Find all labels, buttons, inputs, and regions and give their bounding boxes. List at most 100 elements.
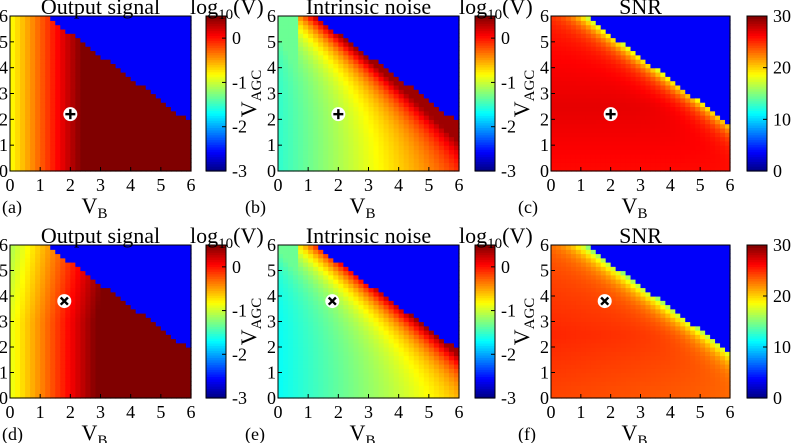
heatmap-cell xyxy=(590,119,597,125)
heatmap-cell xyxy=(313,158,319,163)
heatmap-cell xyxy=(100,291,107,297)
heatmap-cell xyxy=(690,149,696,155)
heatmap-cell xyxy=(323,132,329,138)
heatmap-cell xyxy=(165,24,172,30)
heatmap-cell xyxy=(640,132,647,138)
heatmap-cell xyxy=(615,106,622,112)
heatmap-cell xyxy=(308,97,314,103)
heatmap-cell xyxy=(423,136,430,142)
heatmap-cell xyxy=(110,136,117,142)
heatmap-cell xyxy=(150,41,157,47)
heatmap-cell xyxy=(20,149,26,155)
heatmap-cell xyxy=(25,262,31,267)
heatmap-cell xyxy=(595,71,602,77)
heatmap-cell xyxy=(418,71,425,77)
heatmap-cell xyxy=(298,41,304,47)
heatmap-cell xyxy=(555,24,562,30)
x-tick-label: 2 xyxy=(66,175,75,195)
heatmap-cell xyxy=(705,149,711,155)
heatmap-cell xyxy=(60,338,66,344)
heatmap-cell xyxy=(145,76,152,82)
heatmap-cell xyxy=(288,119,294,125)
heatmap-cell xyxy=(278,110,284,116)
heatmap-cell xyxy=(665,140,671,146)
heatmap-cell xyxy=(580,37,587,43)
heatmap-cell xyxy=(40,321,46,327)
heatmap-cell xyxy=(725,54,731,60)
heatmap-cell xyxy=(725,41,731,47)
heatmap-cell xyxy=(670,140,676,146)
heatmap-cell xyxy=(278,127,284,133)
heatmap-cell xyxy=(105,41,112,47)
heatmap-cell xyxy=(358,50,365,56)
heatmap-cell xyxy=(125,115,132,120)
heatmap-cell xyxy=(645,89,652,95)
heatmap-cell xyxy=(65,24,71,30)
heatmap-cell xyxy=(35,393,41,399)
heatmap-cell xyxy=(358,136,365,142)
heatmap-cell xyxy=(685,89,691,95)
heatmap-cell xyxy=(398,28,405,34)
heatmap-cell xyxy=(60,393,66,399)
colorbar-step xyxy=(475,62,495,66)
heatmap-cell xyxy=(25,84,31,90)
heatmap-cell xyxy=(185,115,192,120)
heatmap-cell xyxy=(363,59,370,64)
heatmap-cell xyxy=(700,136,706,142)
heatmap-cell xyxy=(25,308,31,314)
heatmap-cell xyxy=(70,313,76,318)
heatmap-cell xyxy=(595,149,602,155)
heatmap-cell xyxy=(408,110,415,116)
heatmap-cell xyxy=(10,16,16,21)
heatmap-cell xyxy=(373,63,380,69)
colorbar-step xyxy=(206,25,226,29)
heatmap-cell xyxy=(170,123,177,129)
heatmap-cell xyxy=(605,89,612,95)
heatmap-cell xyxy=(293,140,299,146)
heatmap-cell xyxy=(635,67,642,73)
heatmap-cell xyxy=(685,153,691,159)
heatmap-cell xyxy=(318,28,324,34)
heatmap-cell xyxy=(378,24,385,30)
colorbar-step xyxy=(206,86,226,90)
heatmap-cell xyxy=(555,37,562,43)
heatmap-cell xyxy=(368,153,375,159)
colorbar-step xyxy=(747,16,767,20)
heatmap-cell xyxy=(45,119,51,125)
heatmap-cell xyxy=(705,24,711,30)
heatmap-cell xyxy=(120,149,127,155)
heatmap-cell xyxy=(40,115,46,120)
heatmap-cell xyxy=(35,20,41,26)
heatmap-cell xyxy=(600,67,607,73)
heatmap-cell xyxy=(145,102,152,108)
heatmap-cell xyxy=(670,119,676,125)
heatmap-cell xyxy=(50,300,56,306)
heatmap-cell xyxy=(15,16,21,21)
heatmap-cell xyxy=(323,80,329,86)
heatmap-cell xyxy=(358,37,365,43)
heatmap-cell xyxy=(65,334,71,340)
heatmap-cell xyxy=(20,110,26,116)
colorbar-step xyxy=(475,64,495,68)
heatmap-cell xyxy=(25,162,31,168)
heatmap-cell xyxy=(348,37,355,43)
heatmap-cell xyxy=(100,149,107,155)
heatmap-cell xyxy=(80,20,87,26)
colorbar-step xyxy=(747,98,767,102)
heatmap-cell xyxy=(160,28,167,34)
heatmap-cell xyxy=(70,20,76,26)
heatmap-cell xyxy=(555,158,562,163)
heatmap-cell xyxy=(403,80,410,86)
heatmap-cell xyxy=(85,110,92,116)
heatmap-cell xyxy=(80,119,87,125)
heatmap-cell xyxy=(378,162,385,168)
heatmap-cell xyxy=(90,76,97,82)
heatmap-cell xyxy=(10,76,16,82)
heatmap-cell xyxy=(428,123,435,129)
heatmap-cell xyxy=(70,97,76,103)
colorbar-step xyxy=(747,134,767,138)
heatmap-cell xyxy=(160,166,167,172)
heatmap-cell xyxy=(10,347,16,352)
heatmap-cell xyxy=(80,274,87,280)
